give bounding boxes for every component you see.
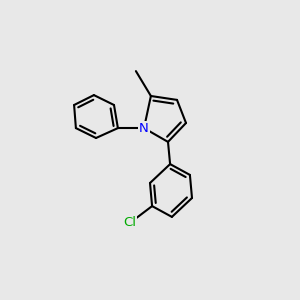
Text: N: N (139, 122, 149, 135)
Text: Cl: Cl (123, 216, 136, 230)
